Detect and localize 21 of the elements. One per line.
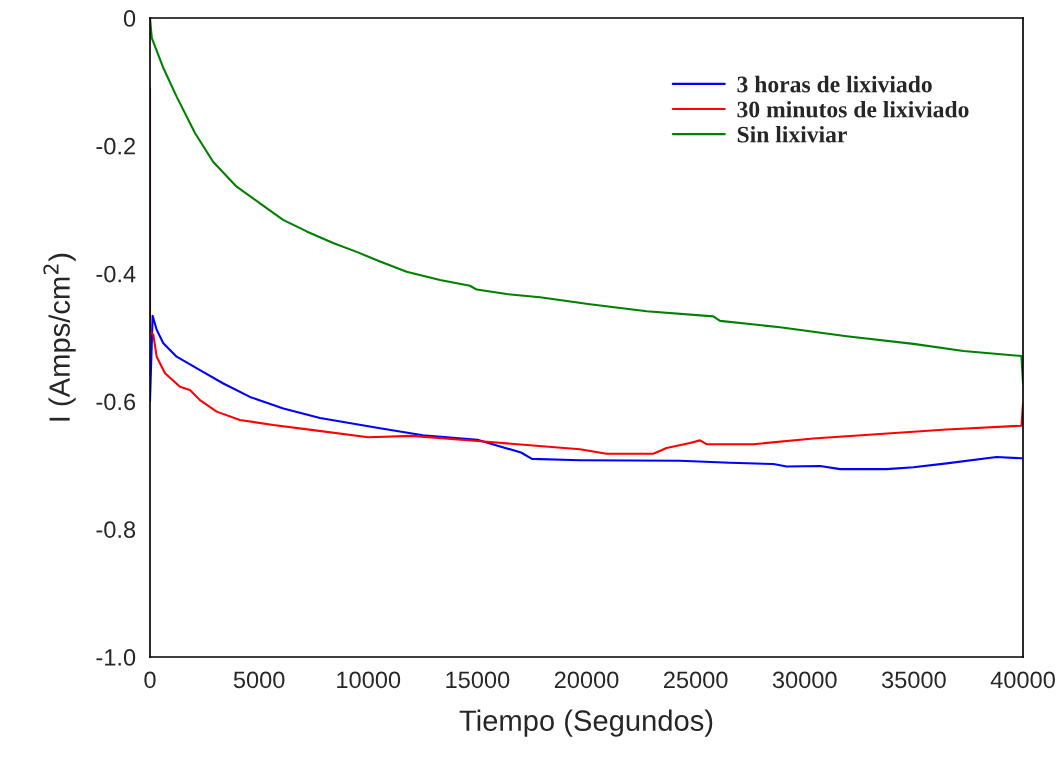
y-tick-label: -0.4: [96, 265, 136, 283]
x-tick-label: 40000: [990, 671, 1055, 689]
x-tick-label: 25000: [663, 671, 728, 689]
legend-label: Sin lixiviar: [737, 125, 847, 143]
x-tick-label: 15000: [446, 671, 510, 689]
y-tick-label: -0.8: [96, 521, 136, 538]
y-tick-label: -1.0: [96, 649, 136, 666]
y-tick-label: -0.6: [96, 393, 136, 411]
x-tick-label: 5000: [233, 671, 285, 689]
x-tick-label: 10000: [337, 671, 401, 689]
legend-label: 3 horas de lixiviado: [737, 75, 932, 93]
x-tick-label: 20000: [554, 671, 619, 689]
y-tick-label: 0: [123, 10, 136, 27]
y-tick-label: -0.2: [96, 137, 135, 155]
x-tick-label: 35000: [881, 671, 946, 689]
y-axis-title: I (Amps/cm$^{2}$): [43, 253, 76, 421]
x-axis-title: Tiempo (Segundos): [459, 709, 713, 737]
line-series: [150, 314, 1023, 471]
x-tick-label: 0: [144, 671, 156, 689]
x-tick-label: 30000: [772, 671, 837, 689]
legend-label: 30 minutos de lixiviado: [737, 100, 969, 118]
